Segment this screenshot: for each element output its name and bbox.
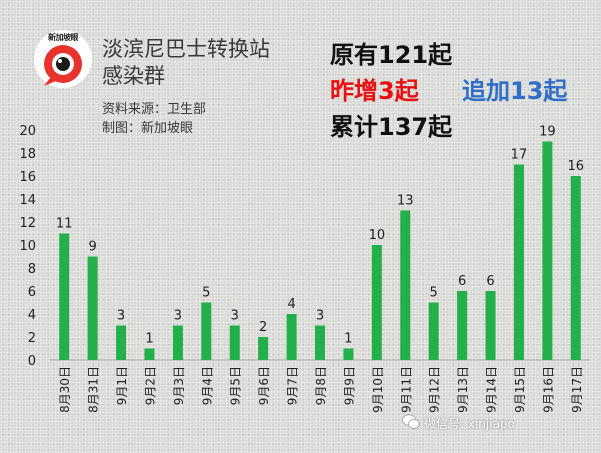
data-label: 3 — [174, 309, 182, 324]
x-tick-label: 9月13日 — [456, 366, 470, 413]
stat-total: 累计137起 — [330, 113, 453, 141]
bar — [542, 141, 553, 360]
x-tick-label: 9月9日 — [342, 366, 356, 405]
y-tick-label: 18 — [19, 147, 36, 162]
x-tick-label: 9月4日 — [200, 366, 214, 405]
data-label: 3 — [231, 309, 239, 324]
bar — [229, 325, 240, 360]
bar — [485, 291, 496, 360]
x-tick-label: 9月8日 — [314, 366, 328, 405]
bar — [59, 233, 70, 360]
source-block: 资料来源：卫生部 制图：新加坡眼 — [102, 100, 206, 138]
data-label: 10 — [369, 228, 386, 243]
x-tick-label: 8月31日 — [87, 366, 101, 413]
x-tick-label: 9月14日 — [485, 366, 499, 413]
bar — [428, 302, 439, 360]
watermark-text: 微信号: xinjiapo — [424, 417, 515, 431]
stat-added: 追加13起 — [462, 77, 568, 105]
chart-title: 淡滨尼巴士转换站 感染群 — [102, 36, 270, 90]
bar — [513, 164, 524, 360]
x-tick-label: 9月16日 — [541, 366, 555, 413]
bar — [172, 325, 183, 360]
data-label: 11 — [56, 217, 73, 232]
data-label: 9 — [88, 240, 96, 255]
data-label: 3 — [316, 309, 324, 324]
x-tick-label: 9月15日 — [513, 366, 527, 413]
credit-text: 制图：新加坡眼 — [102, 121, 194, 136]
x-tick-label: 9月1日 — [115, 366, 129, 405]
data-label: 16 — [568, 159, 585, 174]
source-text: 资料来源：卫生部 — [102, 102, 207, 117]
data-label: 6 — [458, 274, 466, 289]
y-tick-label: 14 — [19, 193, 36, 208]
title-line-2: 感染群 — [102, 64, 165, 88]
bar — [286, 314, 297, 360]
x-tick-label: 9月17日 — [570, 366, 584, 413]
y-tick-label: 0 — [28, 354, 36, 369]
x-tick-label: 9月5日 — [229, 366, 243, 405]
data-label: 1 — [344, 332, 352, 347]
bar — [258, 337, 269, 360]
y-tick-label: 4 — [28, 308, 36, 323]
bar — [144, 348, 155, 360]
y-tick-label: 12 — [19, 216, 36, 231]
data-label: 3 — [117, 309, 125, 324]
bar — [116, 325, 127, 360]
data-label: 13 — [397, 194, 414, 209]
data-label: 5 — [430, 286, 438, 301]
x-tick-label: 9月3日 — [172, 366, 186, 405]
y-tick-label: 2 — [28, 331, 36, 346]
bar — [371, 245, 382, 360]
x-tick-label: 9月11日 — [399, 366, 413, 413]
y-tick-label: 20 — [19, 124, 36, 139]
data-label: 4 — [287, 297, 295, 312]
bar — [201, 302, 212, 360]
bar — [87, 256, 98, 360]
bar — [400, 210, 411, 360]
bar — [457, 291, 468, 360]
logo-icon — [34, 30, 92, 88]
y-tick-label: 10 — [19, 239, 36, 254]
bar — [343, 348, 354, 360]
x-tick-label: 9月7日 — [286, 366, 300, 405]
y-tick-label: 8 — [28, 262, 36, 277]
logo-text: 新加坡眼 — [48, 33, 79, 42]
data-label: 19 — [539, 125, 556, 140]
bar — [570, 176, 581, 360]
data-label: 2 — [259, 320, 267, 335]
y-tick-label: 6 — [28, 285, 36, 300]
data-label: 17 — [511, 148, 528, 163]
wechat-icon — [402, 414, 420, 429]
title-line-1: 淡滨尼巴士转换站 — [102, 37, 270, 61]
data-label: 1 — [145, 332, 153, 347]
y-tick-label: 16 — [19, 170, 36, 185]
stat-original: 原有121起 — [330, 41, 453, 69]
stat-yesterday-new: 昨增3起 — [330, 77, 419, 105]
bar — [315, 325, 325, 360]
data-label: 5 — [202, 286, 210, 301]
x-tick-label: 8月30日 — [58, 366, 72, 413]
x-tick-label: 9月12日 — [428, 366, 442, 413]
data-label: 6 — [486, 274, 494, 289]
x-tick-label: 9月10日 — [371, 366, 385, 413]
x-tick-label: 9月6日 — [257, 366, 271, 405]
x-tick-label: 9月2日 — [143, 366, 157, 405]
